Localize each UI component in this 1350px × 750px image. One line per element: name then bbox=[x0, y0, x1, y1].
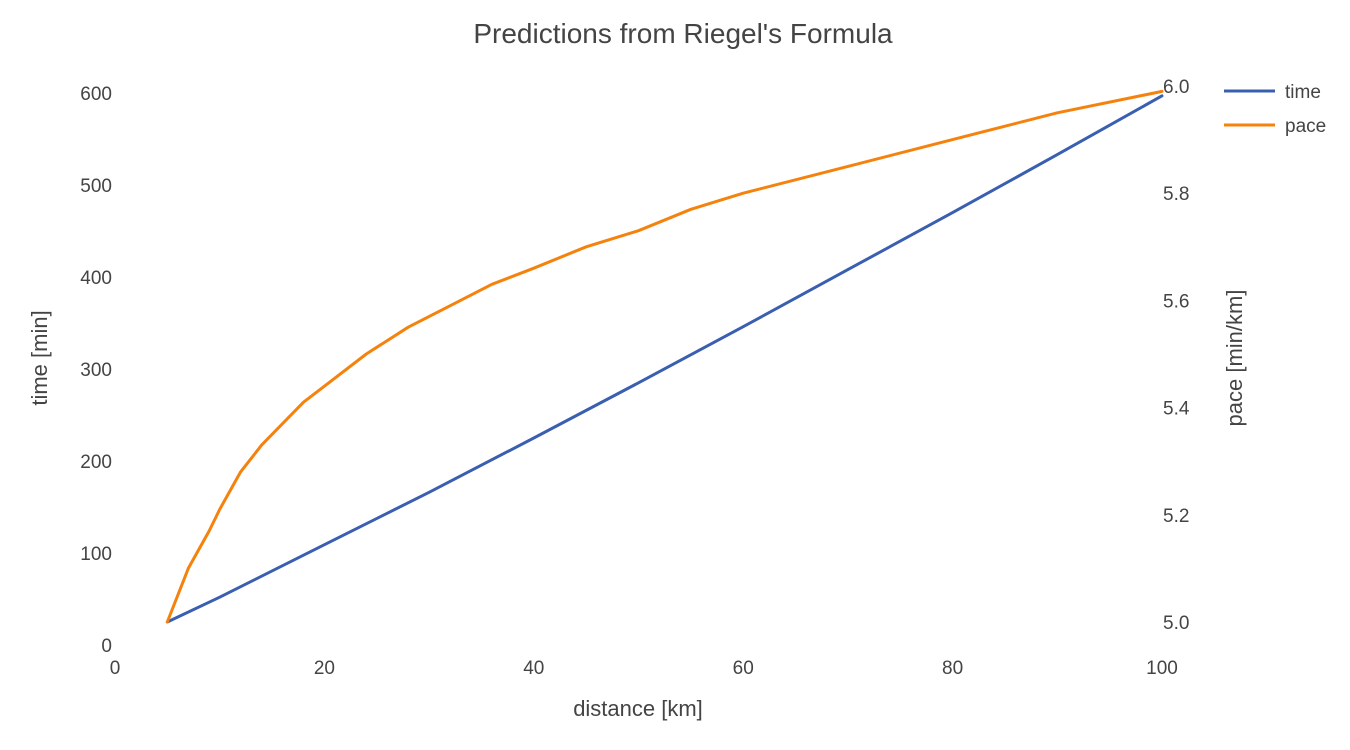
x-axis: distance [km] bbox=[573, 696, 703, 721]
y2-tick-label: 5.0 bbox=[1163, 613, 1189, 634]
y-tick-label: 400 bbox=[80, 268, 112, 289]
x-tick-label: 40 bbox=[523, 658, 544, 679]
y-tick-label: 300 bbox=[80, 360, 112, 381]
y2-tick-label: 5.4 bbox=[1163, 399, 1190, 420]
y2-tick-label: 5.8 bbox=[1163, 184, 1189, 205]
y2-tick-label: 5.2 bbox=[1163, 506, 1189, 527]
legend-label-pace: pace bbox=[1285, 116, 1326, 137]
y2-tick-label: 5.6 bbox=[1163, 291, 1189, 312]
x-tick-label: 60 bbox=[733, 658, 754, 679]
y-tick-label: 500 bbox=[80, 176, 112, 197]
legend: time pace bbox=[1224, 82, 1326, 137]
y-tick-label: 0 bbox=[101, 636, 112, 657]
series-line-pace bbox=[165, 89, 1164, 624]
x-tick-label: 20 bbox=[314, 658, 335, 679]
chart-title: Predictions from Riegel's Formula bbox=[473, 18, 893, 49]
y-tick-label: 200 bbox=[80, 452, 112, 473]
series-line-time bbox=[165, 94, 1164, 624]
y-tick-label: 100 bbox=[80, 544, 112, 565]
plot-area bbox=[165, 89, 1164, 624]
x-tick-label: 0 bbox=[110, 658, 121, 679]
y-axis-left: time [min] bbox=[27, 310, 52, 405]
y2-axis-label: pace [min/km] bbox=[1222, 290, 1247, 427]
x-tick-label: 80 bbox=[942, 658, 963, 679]
y-axis-label: time [min] bbox=[27, 310, 52, 405]
y2-tick-label: 6.0 bbox=[1163, 77, 1189, 98]
y-tick-label: 600 bbox=[80, 84, 112, 105]
legend-label-time: time bbox=[1285, 82, 1321, 103]
x-tick-label: 100 bbox=[1146, 658, 1178, 679]
y-axis-right: pace [min/km] bbox=[1222, 290, 1247, 427]
x-axis-label: distance [km] bbox=[573, 696, 703, 721]
